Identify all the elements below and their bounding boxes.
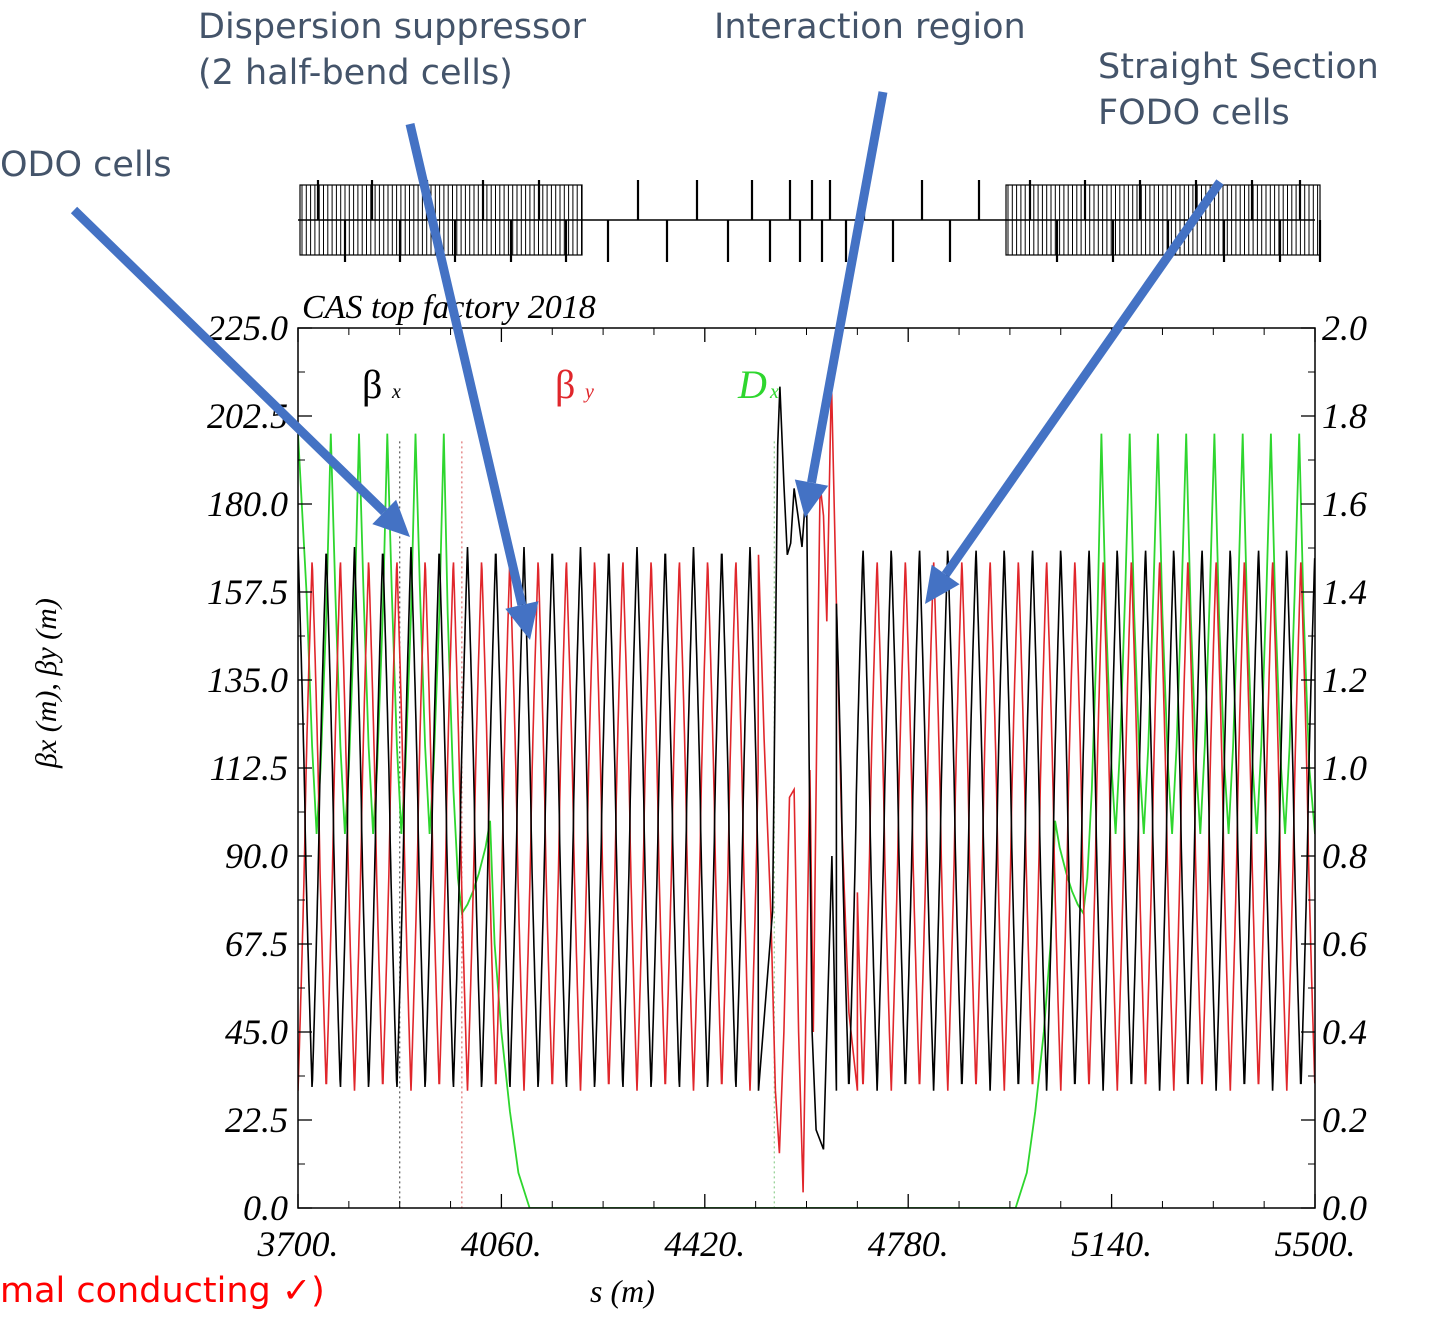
x-tick-label: 4780.	[868, 1224, 949, 1264]
y-left-tick-label: 45.0	[225, 1012, 288, 1052]
y-right-tick-label: 0.0	[1322, 1188, 1367, 1228]
y-left-tick-label: 90.0	[225, 836, 288, 876]
y-right-tick-label: 0.4	[1322, 1012, 1367, 1052]
arrow-arc-fodo-shaft	[70, 206, 388, 516]
x-tick-label: 4060.	[461, 1224, 542, 1264]
y-right-tick-label: 0.8	[1322, 836, 1367, 876]
y-left-tick-label: 225.0	[207, 308, 288, 348]
annotation-dispersion-line2: (2 half-bend cells)	[198, 53, 513, 93]
plot-frame	[297, 327, 1316, 1209]
legend-dx-symbol: D	[737, 362, 767, 407]
arrow-arc-fodo	[70, 206, 410, 537]
arrow-straight-section	[925, 179, 1224, 604]
legend-beta-x-symbol: β	[362, 362, 382, 407]
annotation-straight-line1: Straight Section	[1098, 47, 1379, 87]
annotation-dispersion-line1: Dispersion suppressor	[198, 7, 587, 47]
arrow-straight-section-head	[925, 564, 960, 604]
y-left-tick-label: 67.5	[225, 924, 288, 964]
y-left-tick-label: 0.0	[243, 1188, 288, 1228]
annotation-straight-section: Straight Section FODO cells	[1098, 44, 1379, 136]
legend-beta-y-symbol: β	[555, 362, 575, 407]
y-right-tick-label: 0.2	[1322, 1100, 1367, 1140]
y-left-tick-label: 180.0	[207, 484, 288, 524]
axis-ticks: 3700. 4060. 4420. 4780. 5140. 5500.0.022.545.…	[207, 308, 1367, 1264]
arrow-interaction-region	[794, 91, 888, 518]
arrow-arc-fodo-head	[372, 499, 410, 537]
annotation-arrows	[70, 91, 1224, 640]
arrow-dispersion-suppressor-shaft	[405, 122, 527, 606]
annotation-bottom-note: mal conducting ✓)	[0, 1271, 325, 1311]
y-right-tick-label: 1.2	[1322, 660, 1367, 700]
legend-beta-x-sub: x	[391, 381, 401, 403]
y-right-tick-label: 1.6	[1322, 484, 1367, 524]
x-tick-label: 3700.	[257, 1224, 339, 1264]
y-left-tick-label: 112.5	[210, 748, 288, 788]
annotation-straight-line2: FODO cells	[1098, 93, 1290, 133]
series-beta-x-line	[298, 386, 1315, 1150]
annotation-interaction-region: Interaction region	[714, 7, 1026, 47]
lattice-element-bar	[298, 180, 1322, 262]
annotation-dispersion-suppressor: Dispersion suppressor (2 half-bend cells…	[198, 4, 586, 96]
annotation-arc-fodo-cells: ODO cells	[0, 145, 172, 185]
arrow-dispersion-suppressor-head	[505, 601, 539, 640]
y-right-tick-label: 0.6	[1322, 924, 1367, 964]
x-tick-label: 5140.	[1071, 1224, 1152, 1264]
y-axis-label: βx (m), βy (m)	[30, 598, 63, 769]
y-right-tick-label: 1.8	[1322, 396, 1367, 436]
legend-beta-y-sub: y	[583, 381, 594, 403]
arrow-dispersion-suppressor	[405, 122, 539, 640]
plot-series	[298, 378, 1315, 1208]
series-beta-y-line	[298, 378, 1315, 1193]
y-right-tick-label: 1.4	[1322, 572, 1367, 612]
y-left-tick-label: 157.5	[207, 572, 288, 612]
legend-dx-sub: x	[769, 381, 779, 403]
x-tick-label: 5500.	[1275, 1224, 1356, 1264]
arrow-interaction-region-shaft	[807, 91, 888, 484]
x-tick-label: 4420.	[664, 1224, 745, 1264]
x-axis-label: s (m)	[590, 1273, 655, 1309]
y-right-tick-label: 1.0	[1322, 748, 1367, 788]
arrow-straight-section-shaft	[941, 179, 1224, 578]
arrow-interaction-region-head	[794, 479, 829, 518]
y-left-tick-label: 135.0	[207, 660, 288, 700]
y-left-tick-label: 22.5	[225, 1100, 288, 1140]
y-right-tick-label: 2.0	[1322, 308, 1367, 348]
